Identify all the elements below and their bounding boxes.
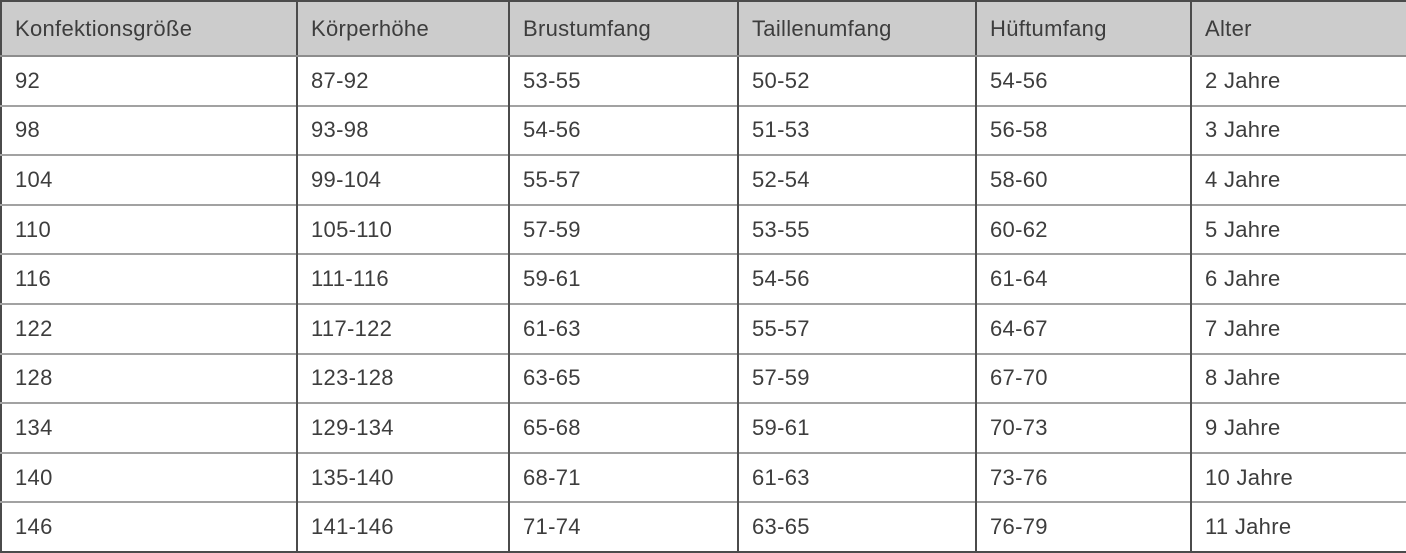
table-cell: 123-128	[296, 352, 509, 404]
table-row: 140 135-140 68-71 61-63 73-76 10 Jahre	[1, 451, 1406, 503]
table-cell: 54-56	[975, 56, 1191, 106]
table-cell: 4 Jahre	[1190, 154, 1406, 205]
column-header-brustumfang: Brustumfang	[508, 1, 738, 57]
column-header-hueftumfang: Hüftumfang	[975, 1, 1191, 57]
table-cell: 59-61	[737, 402, 976, 453]
table-cell: 61-64	[975, 253, 1191, 304]
table-cell: 110	[1, 203, 297, 255]
table-cell: 54-56	[508, 104, 738, 156]
table-cell: 63-65	[508, 352, 738, 404]
table-row: 134 129-134 65-68 59-61 70-73 9 Jahre	[1, 402, 1406, 453]
table-cell: 60-62	[975, 203, 1191, 255]
table-cell: 6 Jahre	[1190, 253, 1406, 304]
column-header-taillenumfang: Taillenumfang	[737, 1, 976, 57]
table-cell: 59-61	[508, 253, 738, 304]
table-cell: 99-104	[296, 154, 509, 205]
table-cell: 104	[1, 154, 297, 205]
header-row: Konfektionsgröße Körperhöhe Brustumfang …	[1, 1, 1406, 57]
table-cell: 64-67	[975, 302, 1191, 354]
table-row: 104 99-104 55-57 52-54 58-60 4 Jahre	[1, 154, 1406, 205]
size-chart-body: 92 87-92 53-55 50-52 54-56 2 Jahre 98 93-98 54-5…	[1, 56, 1406, 552]
table-cell: 54-56	[737, 253, 976, 304]
table-cell: 111-116	[296, 253, 509, 304]
table-cell: 117-122	[296, 302, 509, 354]
table-cell: 50-52	[737, 56, 976, 106]
table-cell: 63-65	[737, 501, 976, 552]
table-cell: 58-60	[975, 154, 1191, 205]
size-chart-header: Konfektionsgröße Körperhöhe Brustumfang …	[1, 1, 1406, 57]
table-cell: 73-76	[975, 451, 1191, 503]
table-cell: 105-110	[296, 203, 509, 255]
table-cell: 57-59	[508, 203, 738, 255]
table-cell: 8 Jahre	[1190, 352, 1406, 404]
table-cell: 52-54	[737, 154, 976, 205]
column-header-alter: Alter	[1190, 1, 1406, 57]
table-row: 98 93-98 54-56 51-53 56-58 3 Jahre	[1, 104, 1406, 156]
column-header-koerperhoehe: Körperhöhe	[296, 1, 509, 57]
table-cell: 71-74	[508, 501, 738, 552]
table-cell: 2 Jahre	[1190, 56, 1406, 106]
table-cell: 51-53	[737, 104, 976, 156]
table-cell: 5 Jahre	[1190, 203, 1406, 255]
table-cell: 10 Jahre	[1190, 451, 1406, 503]
table-cell: 3 Jahre	[1190, 104, 1406, 156]
table-cell: 116	[1, 253, 297, 304]
table-cell: 61-63	[508, 302, 738, 354]
table-cell: 135-140	[296, 451, 509, 503]
table-cell: 53-55	[508, 56, 738, 106]
table-cell: 122	[1, 302, 297, 354]
table-cell: 7 Jahre	[1190, 302, 1406, 354]
table-cell: 53-55	[737, 203, 976, 255]
table-cell: 76-79	[975, 501, 1191, 552]
column-header-konfektionsgroesse: Konfektionsgröße	[1, 1, 297, 57]
table-cell: 98	[1, 104, 297, 156]
table-cell: 61-63	[737, 451, 976, 503]
table-row: 122 117-122 61-63 55-57 64-67 7 Jahre	[1, 302, 1406, 354]
table-cell: 68-71	[508, 451, 738, 503]
table-cell: 128	[1, 352, 297, 404]
table-row: 128 123-128 63-65 57-59 67-70 8 Jahre	[1, 352, 1406, 404]
table-cell: 146	[1, 501, 297, 552]
table-cell: 65-68	[508, 402, 738, 453]
table-cell: 93-98	[296, 104, 509, 156]
table-cell: 57-59	[737, 352, 976, 404]
table-cell: 55-57	[737, 302, 976, 354]
table-cell: 56-58	[975, 104, 1191, 156]
table-row: 110 105-110 57-59 53-55 60-62 5 Jahre	[1, 203, 1406, 255]
table-cell: 70-73	[975, 402, 1191, 453]
table-cell: 141-146	[296, 501, 509, 552]
table-cell: 87-92	[296, 56, 509, 106]
table-cell: 140	[1, 451, 297, 503]
table-cell: 9 Jahre	[1190, 402, 1406, 453]
table-cell: 129-134	[296, 402, 509, 453]
table-row: 92 87-92 53-55 50-52 54-56 2 Jahre	[1, 56, 1406, 106]
table-cell: 55-57	[508, 154, 738, 205]
table-cell: 134	[1, 402, 297, 453]
table-cell: 67-70	[975, 352, 1191, 404]
table-row: 116 111-116 59-61 54-56 61-64 6 Jahre	[1, 253, 1406, 304]
table-cell: 11 Jahre	[1190, 501, 1406, 552]
table-cell: 92	[1, 56, 297, 106]
table-row: 146 141-146 71-74 63-65 76-79 11 Jahre	[1, 501, 1406, 552]
